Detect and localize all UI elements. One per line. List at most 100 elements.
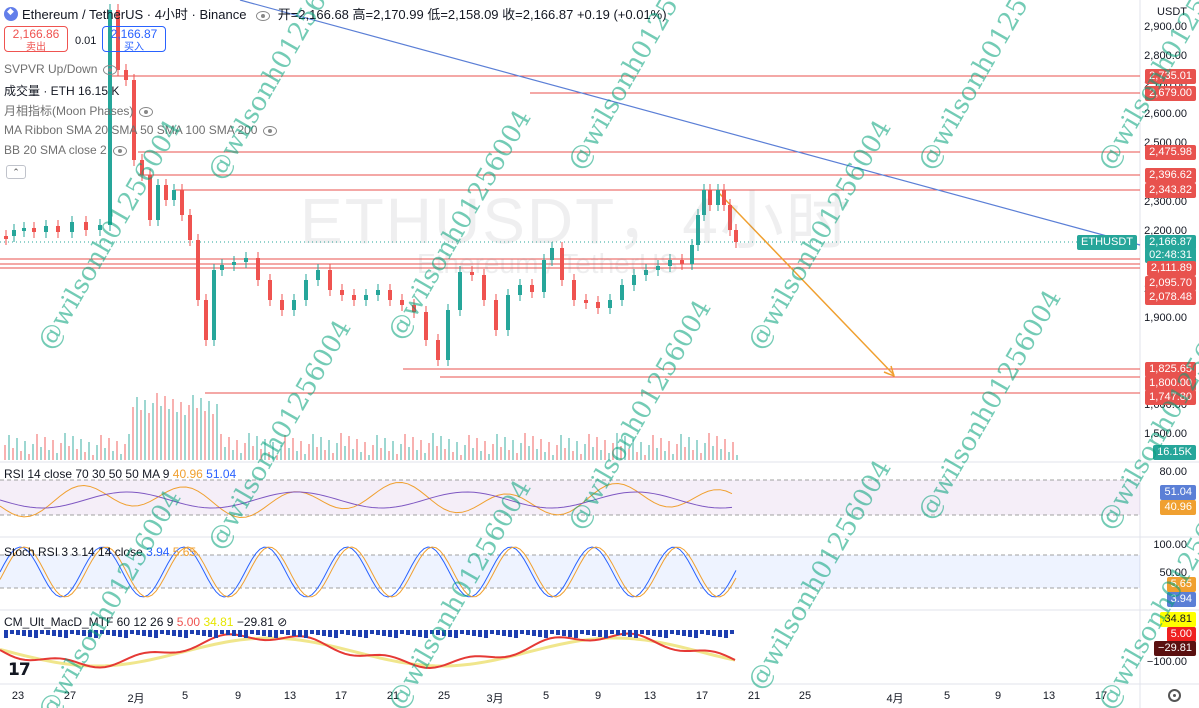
macd-histogram-bar <box>388 630 392 637</box>
candle-body <box>22 228 26 231</box>
volume-bar <box>328 440 330 460</box>
candle-body <box>140 160 144 175</box>
candle-body <box>584 300 588 303</box>
macd-histogram-bar <box>160 630 164 634</box>
collapse-legend-button[interactable]: ⌃ <box>6 165 26 179</box>
macd-legend[interactable]: CM_Ult_MacD_MTF 60 12 26 9 5.00 34.81 −2… <box>4 615 288 629</box>
macd-histogram-bar <box>622 630 626 636</box>
volume-bar <box>468 435 470 460</box>
volume-bar <box>540 439 542 460</box>
time-axis-label: 21 <box>386 690 400 702</box>
volume-bar <box>212 414 214 460</box>
eye-icon[interactable] <box>256 10 271 21</box>
volume-bar <box>36 434 38 460</box>
volume-bar <box>520 443 522 460</box>
macd-histogram-bar <box>496 630 500 635</box>
hidden-eye-icon[interactable] <box>263 125 278 136</box>
time-axis-label: 13 <box>1042 690 1056 702</box>
hidden-eye-icon[interactable] <box>103 64 118 75</box>
macd-tag-2: 34.81 <box>1160 612 1196 627</box>
volume-bar <box>612 443 614 460</box>
volume-bar <box>264 439 266 460</box>
volume-bar <box>220 434 222 460</box>
rsi-legend[interactable]: RSI 14 close 70 30 50 50 MA 9 40.96 51.0… <box>4 467 236 481</box>
time-axis-label: 4月 <box>886 693 904 705</box>
macd-histogram-bar <box>298 630 302 637</box>
sell-button[interactable]: 2,166.86 卖出 <box>4 26 68 53</box>
candle-body <box>388 290 392 300</box>
macd-histogram-bar <box>376 630 380 635</box>
volume-bar <box>172 399 174 460</box>
stoch-value-1: 3.94 <box>146 545 170 559</box>
volume-bar <box>736 455 738 460</box>
rsi-line <box>0 481 733 518</box>
macd-histogram-bar <box>232 630 236 636</box>
volume-bar <box>452 452 454 460</box>
price-tag: 2,111.89 <box>1146 261 1196 276</box>
candle-body <box>268 280 272 300</box>
price-tag: 2,396.62 <box>1145 168 1196 183</box>
macd-histogram-bar <box>598 630 602 637</box>
candle-body <box>188 215 192 240</box>
macd-histogram-bar <box>502 630 506 636</box>
candle-body <box>722 190 726 205</box>
stoch-axis-50: 50.00 <box>1159 567 1187 579</box>
volume-bar <box>84 452 86 460</box>
macd-histogram-bar <box>694 630 698 638</box>
volume-bar <box>444 449 446 460</box>
candle-body <box>436 340 440 360</box>
volume-bar <box>276 455 278 460</box>
buy-button[interactable]: 2,166.87 买入 <box>102 26 166 53</box>
volume-bar <box>400 444 402 460</box>
candle-body <box>668 260 672 266</box>
volume-bar <box>424 453 426 460</box>
currency-label[interactable]: USDT <box>1157 6 1187 18</box>
indicator-svpvr[interactable]: SVPVR Up/Down <box>4 62 118 76</box>
macd-histogram-bar <box>724 630 728 638</box>
candle-body <box>116 10 120 70</box>
candle-body <box>702 190 706 215</box>
settings-gear-icon[interactable] <box>1168 689 1181 702</box>
macd-histogram-bar <box>514 630 518 638</box>
hidden-eye-icon[interactable] <box>112 145 127 156</box>
candle-body <box>204 300 208 340</box>
macd-histogram-bar <box>226 630 230 635</box>
indicator-bb[interactable]: BB 20 SMA close 2 <box>4 143 127 157</box>
volume-bar <box>384 438 386 460</box>
volume-bar <box>688 437 690 460</box>
candle-body <box>560 248 564 280</box>
indicator-moon-phases[interactable]: 月相指标(Moon Phases) <box>4 102 154 119</box>
candle-body <box>494 300 498 330</box>
tradingview-logo[interactable]: 𝟭𝟳 <box>8 660 31 679</box>
volume-bar <box>516 453 518 460</box>
time-axis-label: 17 <box>334 690 348 702</box>
volume-bar <box>512 440 514 460</box>
volume-bar <box>56 453 58 460</box>
macd-histogram-bar <box>292 630 296 636</box>
price-axis-label: 2,900.00 <box>1144 21 1187 33</box>
volume-bar <box>676 444 678 460</box>
indicator-ma-ribbon[interactable]: MA Ribbon SMA 20 SMA 50 SMA 100 SMA 200 <box>4 123 278 137</box>
candle-body <box>132 80 136 160</box>
macd-histogram-bar <box>46 630 50 635</box>
macd-value-2: 34.81 <box>203 615 234 629</box>
volume-bar <box>616 433 618 460</box>
rsi-legend-label: RSI 14 close 70 30 50 50 MA 9 <box>4 467 170 481</box>
volume-bar <box>332 453 334 460</box>
macd-histogram-bar <box>274 630 278 638</box>
candle-body <box>340 290 344 295</box>
volume-bar <box>188 405 190 460</box>
macd-histogram-bar <box>352 630 356 636</box>
indicator-volume[interactable]: 成交量 · ETH 16.15 K <box>4 82 119 99</box>
hidden-eye-icon[interactable] <box>139 106 154 117</box>
volume-bar <box>572 451 574 460</box>
macd-histogram-bar <box>70 630 74 634</box>
candle-body <box>44 226 48 232</box>
macd-value-3: −29.81 <box>236 615 274 629</box>
stoch-legend[interactable]: Stoch RSI 3 3 14 14 close 3.94 5.65 <box>4 545 196 559</box>
sell-label: 卖出 <box>26 42 46 53</box>
symbol-header[interactable]: Ethereum / TetherUS · 4小时 · Binance 开=2,… <box>4 4 667 23</box>
volume-bar <box>20 451 22 460</box>
time-axis-label: 3月 <box>486 693 504 705</box>
